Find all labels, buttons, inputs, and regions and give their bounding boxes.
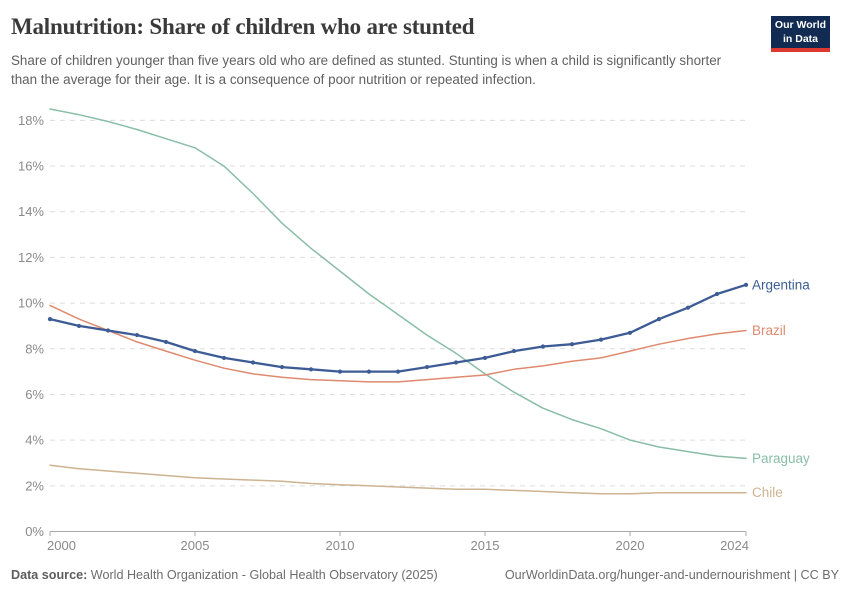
series-label-chile[interactable]: Chile <box>752 485 783 500</box>
data-point-marker[interactable] <box>192 348 198 354</box>
series-label-brazil[interactable]: Brazil <box>752 323 786 338</box>
data-point-marker[interactable] <box>627 330 633 335</box>
y-tick-label: 12% <box>18 250 44 265</box>
y-tick-label: 4% <box>25 433 44 448</box>
data-point-marker[interactable] <box>134 332 140 338</box>
x-tick-label: 2010 <box>326 538 355 553</box>
y-tick-label: 8% <box>25 341 44 356</box>
data-point-marker[interactable] <box>337 369 343 374</box>
chart-footer: Data source: World Health Organization -… <box>11 568 839 582</box>
x-tick-label: 2020 <box>616 538 645 553</box>
series-line-chile[interactable] <box>49 464 747 495</box>
series-label-paraguay[interactable]: Paraguay <box>752 451 810 466</box>
data-point-marker[interactable] <box>76 323 82 329</box>
series-label-argentina[interactable]: Argentina <box>752 277 810 292</box>
data-point-marker[interactable] <box>714 291 720 297</box>
chart-subtitle: Share of children younger than five year… <box>11 53 722 87</box>
data-point-marker[interactable] <box>366 369 372 374</box>
y-tick-label: 6% <box>25 387 44 402</box>
x-tick-label: 2005 <box>181 538 210 553</box>
series-line-paraguay[interactable] <box>49 108 747 460</box>
y-tick-label: 2% <box>25 478 44 493</box>
y-tick-label: 10% <box>18 296 44 311</box>
data-source-text[interactable]: Data source: World Health Organization -… <box>11 568 438 582</box>
x-tick-label: 2024 <box>720 538 749 553</box>
data-point-marker[interactable] <box>598 337 604 342</box>
data-point-marker[interactable] <box>569 342 575 347</box>
owid-license-link[interactable]: OurWorldinData.org/hunger-and-undernouri… <box>504 568 839 582</box>
series-line-argentina[interactable] <box>48 283 748 373</box>
y-tick-label: 16% <box>18 159 44 174</box>
data-point-marker[interactable] <box>163 339 169 345</box>
data-point-marker[interactable] <box>279 364 285 370</box>
data-point-marker[interactable] <box>656 316 662 322</box>
data-point-marker[interactable] <box>395 369 401 374</box>
y-tick-label: 14% <box>18 204 44 219</box>
data-point-marker[interactable] <box>250 360 256 365</box>
data-point-marker[interactable] <box>743 282 749 287</box>
data-point-marker[interactable] <box>511 348 517 354</box>
data-point-marker[interactable] <box>424 364 430 370</box>
data-point-marker[interactable] <box>308 367 314 372</box>
series-line-brazil[interactable] <box>49 304 747 383</box>
data-point-marker[interactable] <box>540 344 546 349</box>
x-tick-label: 2015 <box>471 538 500 553</box>
data-point-marker[interactable] <box>453 360 459 365</box>
data-point-marker[interactable] <box>221 355 227 361</box>
chart-title: Malnutrition: Share of children who are … <box>11 14 475 39</box>
owid-logo-stripe <box>771 48 830 53</box>
x-tick-label: 2000 <box>47 538 76 553</box>
y-tick-label: 0% <box>25 524 44 539</box>
data-point-marker[interactable] <box>482 355 488 361</box>
owid-logo[interactable]: Our World in Data <box>771 16 830 53</box>
data-point-marker[interactable] <box>105 328 111 333</box>
data-source-label: Data source: <box>11 568 88 582</box>
data-point-marker[interactable] <box>47 316 53 322</box>
data-point-marker[interactable] <box>685 305 691 310</box>
y-tick-label: 18% <box>18 113 44 128</box>
owid-logo-text: Our World in Data <box>771 16 830 49</box>
